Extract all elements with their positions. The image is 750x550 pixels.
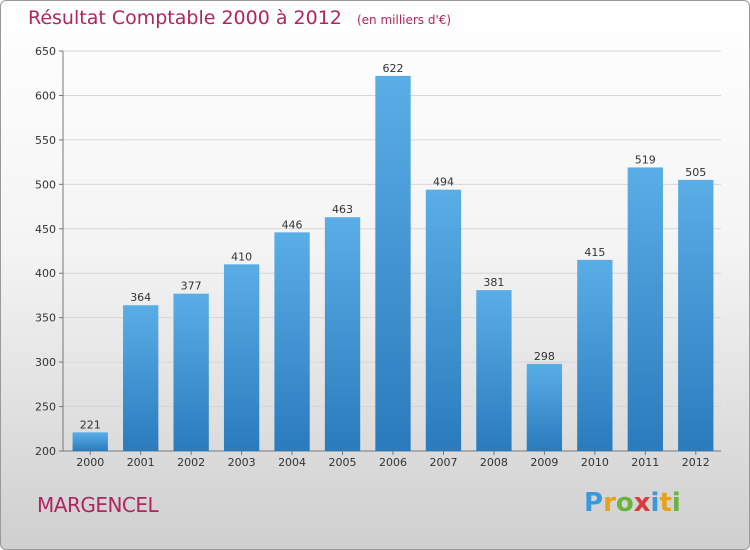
proxiti-logo: Proxiti [584, 488, 681, 518]
commune-name: MARGENCEL [37, 493, 159, 517]
logo-letter: i [650, 488, 660, 518]
x-tick-label: 2002 [177, 456, 205, 469]
x-tick-label: 2012 [682, 456, 710, 469]
data-label: 410 [231, 250, 252, 263]
bar [123, 305, 159, 451]
bar [476, 290, 512, 451]
bar [274, 232, 310, 451]
y-tick-label: 400 [35, 267, 56, 280]
bar [678, 179, 714, 451]
axes: 200 250 300 350 400 450 500 550 600 650 2000 2001 20… [35, 45, 721, 469]
logo-letter: i [671, 488, 681, 518]
data-label: 298 [534, 350, 555, 363]
data-label: 519 [635, 153, 656, 166]
y-tick-label: 550 [35, 134, 56, 147]
x-tick-label: 2003 [228, 456, 256, 469]
data-label: 463 [332, 203, 353, 216]
unit-label: (en milliers d'€) [356, 13, 452, 27]
bar [526, 363, 563, 451]
y-tick-label: 300 [35, 356, 56, 369]
bar [577, 259, 613, 451]
x-tick-label: 2005 [329, 456, 357, 469]
x-tick-label: 2008 [480, 456, 508, 469]
y-tick-label: 500 [35, 178, 56, 191]
x-tick-label: 2000 [76, 456, 104, 469]
x-tick-label: 2006 [379, 456, 407, 469]
x-tick-label: 2009 [530, 456, 558, 469]
logo-letter: P [584, 488, 604, 518]
data-label: 364 [130, 291, 151, 304]
data-label: 505 [685, 166, 706, 179]
chart-title: Résultat Comptable 2000 à 2012 (en milli… [28, 7, 451, 29]
logo-letter: o [615, 488, 634, 518]
data-label: 381 [483, 276, 504, 289]
labels: 221 364 377 410 446 463 622 494 381 298 415 519 505 [80, 62, 707, 431]
data-label: 377 [181, 280, 202, 293]
bars [72, 75, 714, 451]
y-tick-label: 350 [35, 312, 56, 325]
x-tick-label: 2011 [631, 456, 659, 469]
y-tick-label: 250 [35, 401, 56, 414]
data-label: 446 [282, 218, 303, 231]
data-label: 221 [80, 418, 101, 431]
bar [375, 75, 411, 451]
y-tick-label: 600 [35, 89, 56, 102]
y-tick-label: 650 [35, 45, 56, 58]
logo-letter: r [603, 488, 616, 518]
title-text: Résultat Comptable 2000 à 2012 [28, 7, 342, 29]
x-tick-label: 2007 [429, 456, 457, 469]
bar [173, 293, 209, 451]
logo-letter: x [633, 488, 651, 518]
y-tick-label: 450 [35, 223, 56, 236]
logo-letter: t [659, 488, 672, 518]
x-tick-label: 2010 [581, 456, 609, 469]
y-tick-label: 200 [35, 445, 56, 458]
bar [425, 189, 462, 451]
bar [627, 167, 663, 451]
bar [223, 264, 260, 451]
data-label: 622 [383, 62, 404, 75]
data-label: 415 [584, 246, 605, 259]
bar [72, 432, 108, 451]
x-tick-label: 2001 [127, 456, 155, 469]
x-tick-label: 2004 [278, 456, 306, 469]
data-label: 494 [433, 176, 454, 189]
bar [324, 217, 361, 451]
